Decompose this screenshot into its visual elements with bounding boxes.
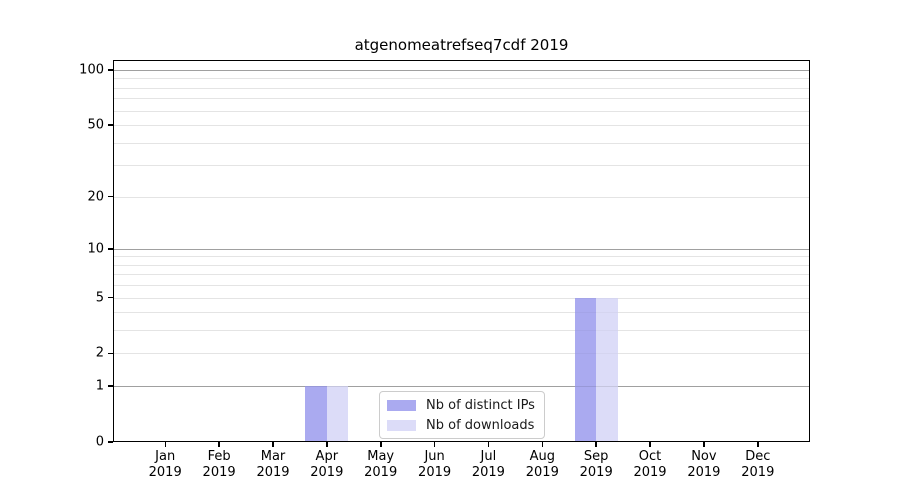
gridline-minor-4	[113, 312, 810, 314]
gridline-minor-5	[113, 297, 810, 299]
gridline-minor-70	[113, 98, 810, 100]
legend: Nb of distinct IPs Nb of downloads	[379, 391, 545, 439]
x-tick-mark-dec-2019	[757, 442, 759, 447]
x-tick-mark-jul-2019	[487, 442, 490, 447]
gridline-minor-90	[113, 78, 810, 80]
gridline-minor-3	[113, 330, 810, 332]
bars-layer	[113, 60, 810, 442]
legend-item-distinct-ips: Nb of distinct IPs	[387, 395, 535, 415]
x-tick-label-apr-2019: Apr 2019	[310, 449, 344, 480]
x-tick-mark-mar-2019	[272, 442, 274, 447]
gridline-minor-6	[113, 285, 810, 287]
gridline-minor-9	[113, 256, 810, 258]
y-tick-label-100: 100	[79, 62, 104, 78]
y-tick-mark-50	[108, 124, 113, 126]
x-axis-labels: Jan 2019 Feb 2019 Mar 2019 Apr 2019 May 2019 Jun 20…	[113, 449, 810, 489]
gridline-major-1	[113, 386, 810, 388]
gridline-minor-30	[113, 165, 810, 167]
y-tick-mark-0	[108, 441, 113, 443]
x-tick-mark-jan-2019	[164, 442, 166, 447]
legend-label-downloads: Nb of downloads	[426, 417, 535, 433]
legend-item-downloads: Nb of downloads	[387, 415, 535, 435]
y-tick-mark-1	[108, 385, 113, 387]
bar-nb-of-downloads-sep-2019	[596, 297, 618, 442]
x-tick-label-dec-2019: Dec 2019	[741, 449, 775, 480]
x-tick-label-jan-2019: Jan 2019	[148, 449, 182, 480]
plot-area: Nb of distinct IPs Nb of downloads	[113, 60, 810, 442]
gridline-minor-2	[113, 353, 810, 355]
x-tick-mark-jun-2019	[433, 442, 436, 447]
y-tick-label-1: 1	[95, 378, 104, 394]
gridline-minor-80	[113, 87, 810, 89]
y-tick-label-10: 10	[87, 241, 104, 257]
y-tick-label-0: 0	[95, 434, 104, 450]
gridline-minor-7	[113, 274, 810, 276]
y-tick-label-50: 50	[87, 117, 104, 133]
y-tick-mark-100	[108, 69, 113, 71]
x-tick-label-feb-2019: Feb 2019	[202, 449, 236, 480]
x-tick-mark-aug-2019	[541, 442, 543, 447]
legend-swatch-distinct-ips	[387, 399, 416, 411]
gridlines-behind	[113, 60, 810, 442]
x-tick-mark-may-2019	[380, 442, 382, 447]
bar-nb-of-distinct-ips-apr-2019	[305, 386, 327, 442]
gridline-minor-60	[113, 110, 810, 112]
y-tick-mark-20	[108, 195, 113, 198]
y-tick-label-20: 20	[87, 189, 104, 205]
y-tick-mark-10	[108, 248, 113, 250]
y-tick-label-2: 2	[95, 345, 104, 361]
legend-label-distinct-ips: Nb of distinct IPs	[426, 397, 535, 413]
x-tick-mark-oct-2019	[649, 442, 651, 447]
x-tick-label-jun-2019: Jun 2019	[418, 449, 452, 480]
x-tick-label-aug-2019: Aug 2019	[525, 449, 559, 480]
y-axis-labels: 0 1 2 5 10 20 50 100	[0, 60, 104, 450]
gridline-major-100	[113, 70, 810, 71]
x-tick-label-sep-2019: Sep 2019	[579, 449, 613, 480]
y-tick-mark-5	[108, 296, 113, 299]
x-tick-mark-sep-2019	[595, 442, 597, 447]
gridline-minor-50	[113, 125, 810, 127]
x-tick-label-nov-2019: Nov 2019	[687, 449, 721, 480]
gridline-minor-8	[113, 264, 810, 266]
x-tick-mark-feb-2019	[218, 442, 220, 447]
x-tick-mark-apr-2019	[326, 442, 328, 447]
bar-nb-of-distinct-ips-sep-2019	[574, 297, 597, 442]
x-tick-label-oct-2019: Oct 2019	[633, 449, 667, 480]
x-tick-label-mar-2019: Mar 2019	[256, 449, 290, 480]
chart-title: atgenomeatrefseq7cdf 2019	[354, 36, 569, 54]
legend-swatch-downloads	[387, 419, 416, 431]
gridline-major-10	[113, 248, 810, 250]
y-tick-label-5: 5	[95, 290, 104, 306]
x-tick-label-jul-2019: Jul 2019	[471, 449, 505, 480]
bar-nb-of-downloads-apr-2019	[326, 386, 349, 442]
x-tick-mark-nov-2019	[703, 442, 705, 447]
gridline-minor-40	[113, 142, 810, 144]
x-tick-label-may-2019: May 2019	[364, 449, 398, 480]
y-tick-mark-2	[108, 352, 113, 355]
gridline-minor-20	[113, 196, 810, 198]
